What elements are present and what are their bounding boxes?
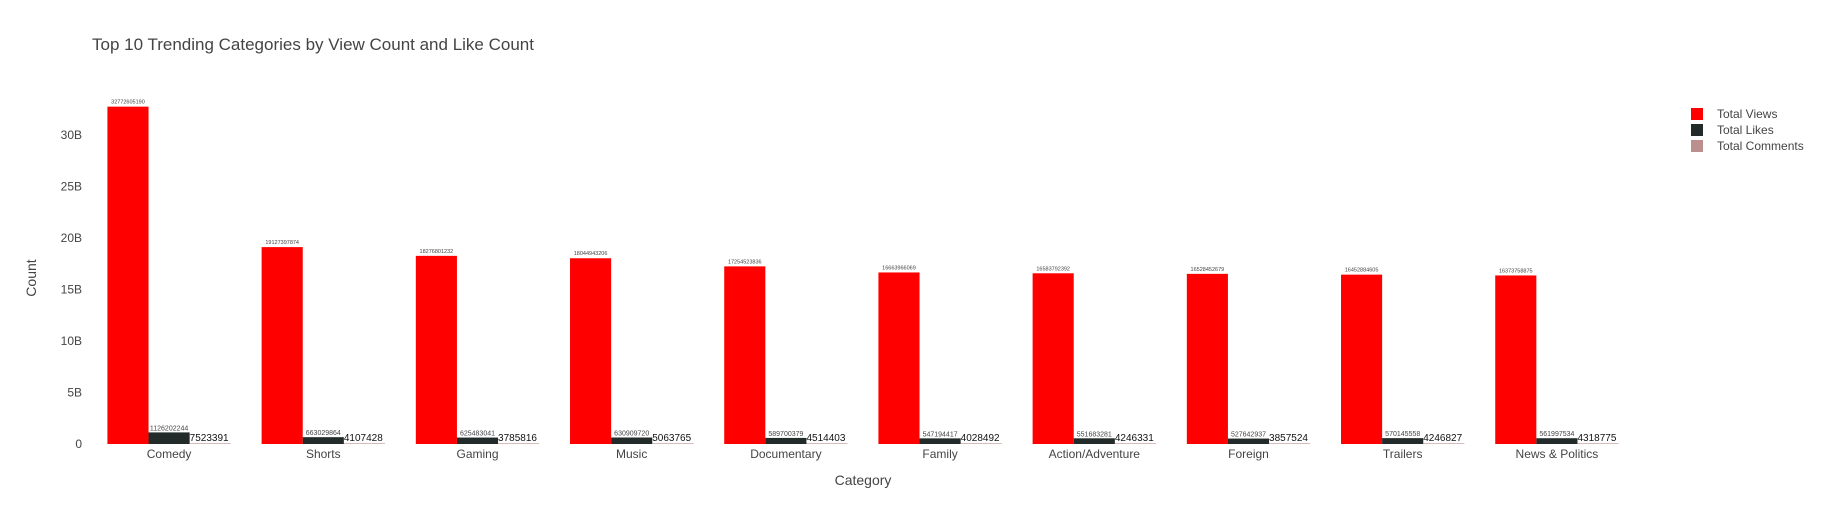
- data-label: 18276801232: [420, 249, 454, 255]
- bar[interactable]: [765, 437, 807, 444]
- legend-swatch[interactable]: [1691, 124, 1703, 136]
- bar[interactable]: [1269, 443, 1311, 444]
- y-tick-label: 10B: [61, 334, 82, 348]
- x-tick-label: Family: [922, 447, 957, 461]
- data-label: 16583792392: [1036, 266, 1070, 272]
- x-tick-label: Shorts: [306, 447, 341, 461]
- data-label: 16373758875: [1499, 268, 1533, 274]
- bar[interactable]: [724, 266, 766, 444]
- data-label: 32772605190: [111, 100, 145, 106]
- data-label: 4028492: [961, 433, 1000, 444]
- chart-title: Top 10 Trending Categories by View Count…: [92, 35, 534, 54]
- legend-label[interactable]: Total Views: [1717, 107, 1777, 121]
- x-tick-label: Action/Adventure: [1049, 447, 1141, 461]
- bar[interactable]: [1186, 273, 1228, 444]
- bar[interactable]: [878, 272, 920, 444]
- bar[interactable]: [415, 255, 457, 444]
- y-tick-label: 0: [75, 437, 82, 451]
- data-label: 1126202244: [150, 425, 189, 432]
- x-tick-label: Gaming: [456, 447, 498, 461]
- x-tick-label: News & Politics: [1516, 447, 1599, 461]
- x-axis: Comedy Shorts Gaming Music Documentary Family…: [147, 447, 1598, 461]
- x-tick-label: Music: [616, 447, 647, 461]
- data-label: 551683281: [1077, 431, 1112, 438]
- y-tick-label: 30B: [61, 128, 82, 142]
- data-label: 16452884605: [1345, 268, 1379, 274]
- plot-area: 32772605190 19127397874 18276801232 1804494…: [107, 100, 1619, 444]
- bar[interactable]: [570, 258, 612, 444]
- data-label: 589700379: [768, 431, 803, 438]
- data-label: 570145558: [1385, 431, 1420, 438]
- bar[interactable]: [1423, 443, 1465, 444]
- data-label: 4514403: [806, 433, 845, 444]
- legend-label[interactable]: Total Likes: [1717, 123, 1774, 137]
- bar[interactable]: [1341, 274, 1383, 444]
- bar[interactable]: [498, 443, 540, 444]
- bar[interactable]: [1227, 438, 1270, 444]
- data-label: 19127397874: [265, 240, 299, 246]
- data-label: 7523391: [190, 433, 229, 444]
- bar[interactable]: [456, 437, 499, 444]
- x-tick-label: Foreign: [1228, 447, 1269, 461]
- y-axis: 0 5B 10B 15B 20B 25B 30B: [61, 128, 83, 451]
- y-tick-label: 20B: [61, 231, 82, 245]
- bar[interactable]: [1032, 273, 1074, 444]
- x-tick-label: Comedy: [147, 447, 192, 461]
- data-label: 4318775: [1577, 433, 1616, 444]
- legend-swatch[interactable]: [1691, 108, 1703, 120]
- bar[interactable]: [261, 247, 303, 444]
- data-label: 4246827: [1423, 433, 1462, 444]
- bar[interactable]: [107, 106, 149, 444]
- data-label: 4107428: [344, 433, 383, 444]
- legend-swatch[interactable]: [1691, 140, 1703, 152]
- data-label: 663029864: [306, 430, 341, 437]
- legend-label[interactable]: Total Comments: [1717, 139, 1804, 153]
- bar[interactable]: [1073, 438, 1115, 444]
- bar[interactable]: [960, 443, 1002, 444]
- bar[interactable]: [189, 443, 231, 444]
- x-tick-label: Documentary: [750, 447, 821, 461]
- data-label: 5063765: [652, 433, 691, 444]
- data-label: 561997534: [1539, 431, 1574, 438]
- legend: Total Views Total Likes Total Comments: [1691, 107, 1804, 153]
- bar[interactable]: [343, 443, 385, 444]
- data-label: 18044943206: [574, 251, 608, 257]
- bar[interactable]: [1114, 443, 1156, 444]
- data-label: 16663966069: [882, 265, 916, 271]
- x-axis-title: Category: [835, 472, 892, 488]
- data-label: 630909720: [614, 431, 649, 438]
- bar[interactable]: [611, 437, 653, 444]
- bar[interactable]: [652, 443, 694, 444]
- data-label: 17254523836: [728, 259, 762, 265]
- bar[interactable]: [1577, 443, 1619, 444]
- bar[interactable]: [919, 438, 961, 444]
- x-tick-label: Trailers: [1383, 447, 1423, 461]
- data-label: 625483041: [460, 431, 495, 438]
- bar[interactable]: [148, 432, 190, 444]
- data-label: 3857524: [1269, 433, 1308, 444]
- bar[interactable]: [806, 443, 848, 444]
- bar[interactable]: [1536, 438, 1578, 444]
- y-tick-label: 5B: [67, 386, 82, 400]
- data-label: 547194417: [923, 431, 958, 438]
- bar[interactable]: [1382, 438, 1424, 444]
- bar[interactable]: [1495, 275, 1537, 444]
- data-label: 3785816: [498, 433, 537, 444]
- bar[interactable]: [302, 437, 344, 444]
- y-tick-label: 15B: [61, 283, 82, 297]
- y-tick-label: 25B: [61, 180, 82, 194]
- data-label: 4246331: [1115, 433, 1154, 444]
- data-label: 16528452679: [1191, 267, 1225, 273]
- y-axis-title: Count: [23, 259, 39, 296]
- data-label: 527642937: [1231, 432, 1266, 439]
